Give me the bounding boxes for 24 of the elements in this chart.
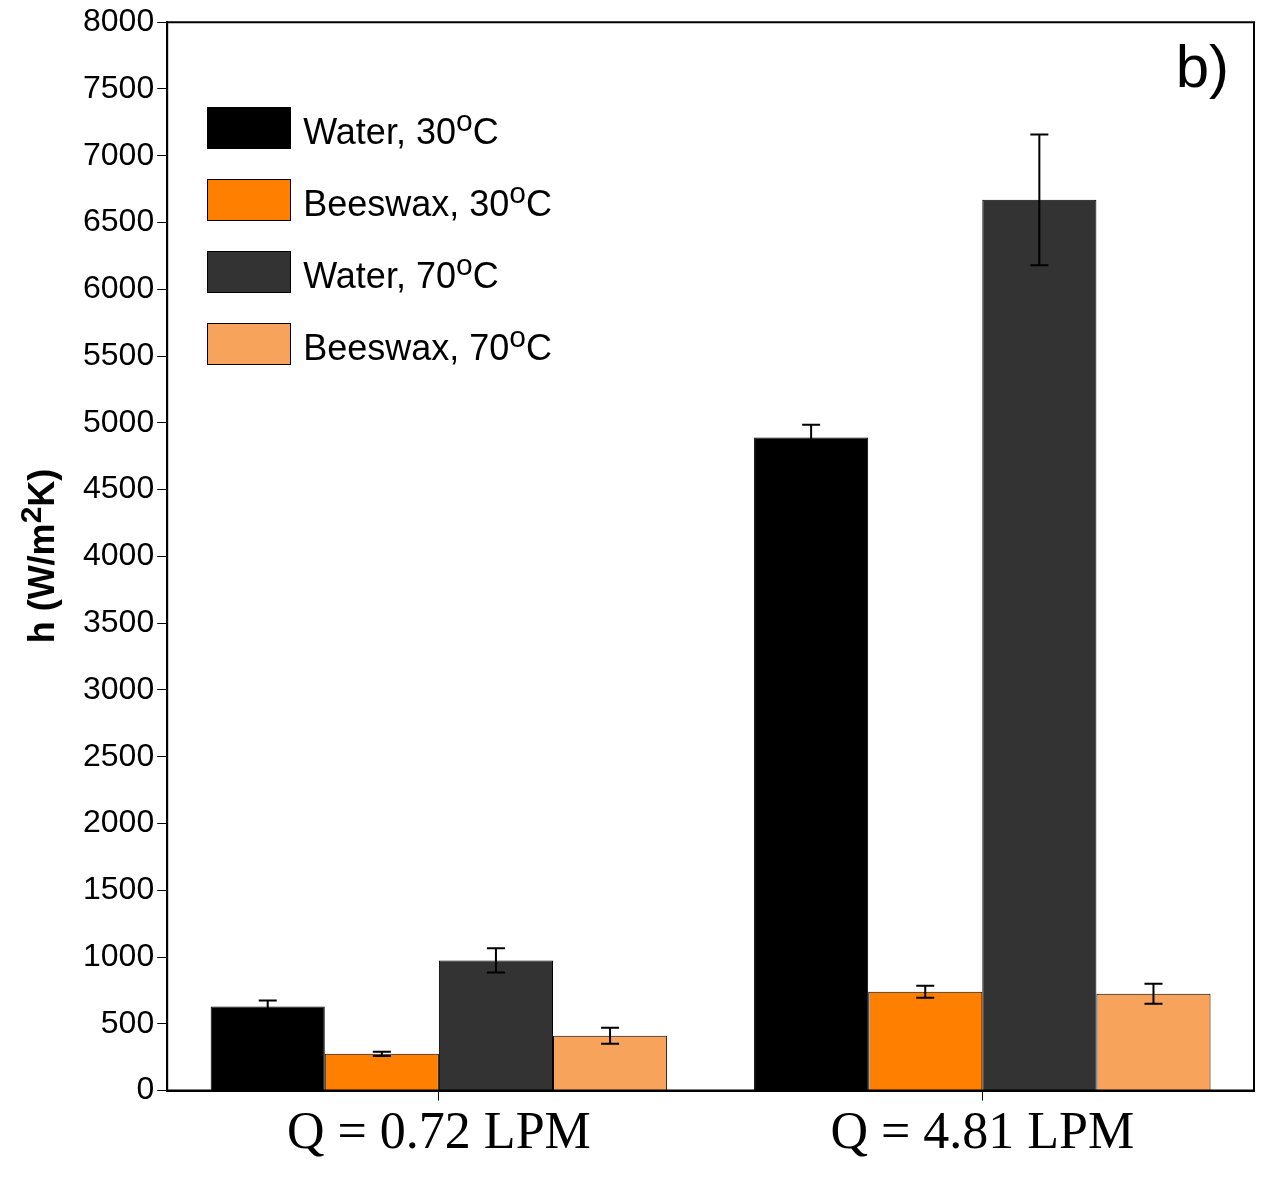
y-tick-label: 4000 (83, 536, 155, 573)
legend-label: Beeswax, 70$^{o}$C (303, 319, 552, 369)
x-tick-label: Q = 4.81 LPM (830, 1102, 1135, 1160)
y-tick-label: 4500 (83, 469, 155, 506)
y-tick-label: 6500 (83, 202, 155, 239)
legend-label: Water, 70$^{o}$C (303, 247, 499, 297)
y-tick-label: 7000 (83, 135, 155, 172)
y-tick-label: 3000 (83, 669, 155, 706)
y-tick-label: 500 (100, 1003, 155, 1040)
y-tick-label: 8000 (83, 2, 155, 39)
x-tick-label: Q = 0.72 LPM (286, 1102, 591, 1160)
legend-label: Water, 30$^{o}$C (303, 103, 499, 153)
y-tick-label: 5500 (83, 335, 155, 372)
y-tick-label: 0 (136, 1070, 155, 1107)
y-tick-label: 2500 (83, 736, 155, 773)
y-tick-label: 2000 (83, 803, 155, 840)
y-tick-label: 3500 (83, 603, 155, 639)
y-tick-label: 5000 (83, 402, 155, 439)
y-tick-label: 1500 (83, 870, 155, 907)
legend-label: Beeswax, 30$^{o}$C (303, 175, 552, 225)
y-tick-label: 1000 (83, 936, 155, 973)
y-tick-label: 7500 (83, 68, 155, 105)
annotation: b) (1175, 32, 1229, 102)
y-tick-label: 6000 (83, 269, 155, 306)
